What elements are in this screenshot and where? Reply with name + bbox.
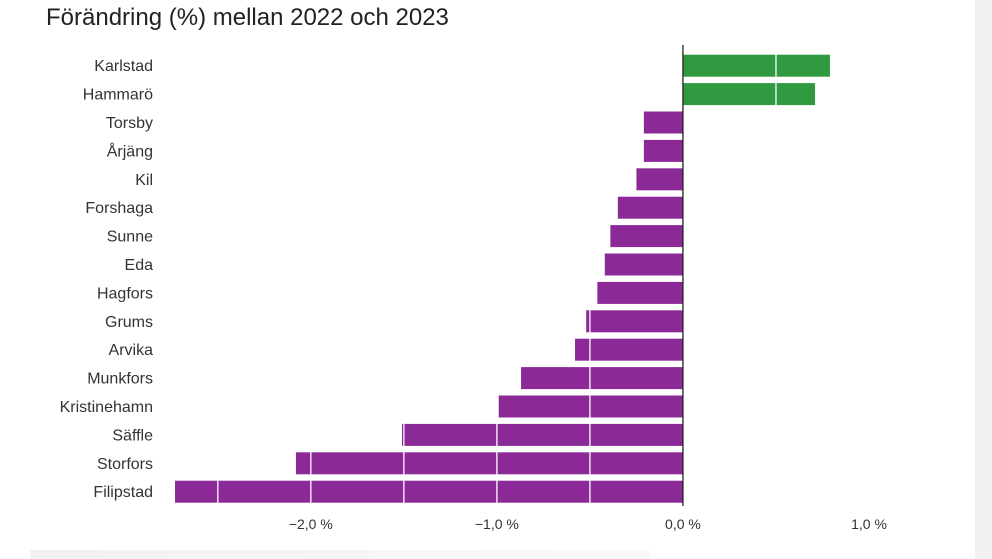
bar-hammar- — [682, 83, 816, 106]
x-tick-label: 0,0 % — [665, 516, 701, 532]
bars-group — [175, 54, 830, 503]
bar-storfors — [295, 452, 683, 475]
category-label: Säffle — [112, 427, 153, 444]
x-tick-label: 1,0 % — [851, 516, 887, 532]
bar-eda — [604, 253, 683, 276]
category-label: Kristinehamn — [60, 399, 153, 416]
category-label: Årjäng — [107, 141, 153, 160]
bar-s-ffle — [401, 423, 683, 446]
scroll-strip — [975, 0, 992, 559]
bar-forshaga — [617, 196, 683, 219]
category-label: Hammarö — [83, 87, 153, 104]
bar-grums — [586, 310, 683, 333]
category-label: Hagfors — [97, 285, 153, 302]
category-label: Filipstad — [93, 484, 153, 501]
faded-footer — [30, 550, 650, 559]
category-label: Karlstad — [94, 58, 153, 75]
x-tick-label: −2,0 % — [289, 516, 333, 532]
category-label: Forshaga — [85, 200, 153, 217]
bar--rj-ng — [643, 139, 683, 162]
category-label: Kil — [135, 172, 153, 189]
category-label: Eda — [125, 257, 154, 274]
bar-kil — [636, 168, 683, 191]
bar-munkfors — [521, 367, 683, 390]
bar-karlstad — [682, 54, 830, 77]
category-labels-group: Karlstad Hammarö Torsby Årjäng Kil Forshaga Su… — [60, 58, 153, 501]
bar-filipstad — [175, 480, 683, 503]
category-label: Torsby — [106, 115, 153, 132]
category-label: Storfors — [97, 456, 153, 473]
bar-kristinehamn — [498, 395, 683, 418]
tick-labels-group: −2,0 % −1,0 % 0,0 % 1,0 % — [289, 516, 887, 532]
x-tick-label: −1,0 % — [475, 516, 519, 532]
category-label: Arvika — [109, 342, 154, 359]
bar-arvika — [575, 338, 683, 361]
bar-hagfors — [597, 281, 683, 304]
category-label: Grums — [105, 314, 153, 331]
category-label: Munkfors — [87, 371, 153, 388]
bar-sunne — [610, 225, 683, 248]
chart-title: Förändring (%) mellan 2022 och 2023 — [46, 4, 449, 31]
gridlines-group — [217, 51, 777, 506]
category-label: Sunne — [107, 229, 153, 246]
bar-torsby — [643, 111, 683, 134]
